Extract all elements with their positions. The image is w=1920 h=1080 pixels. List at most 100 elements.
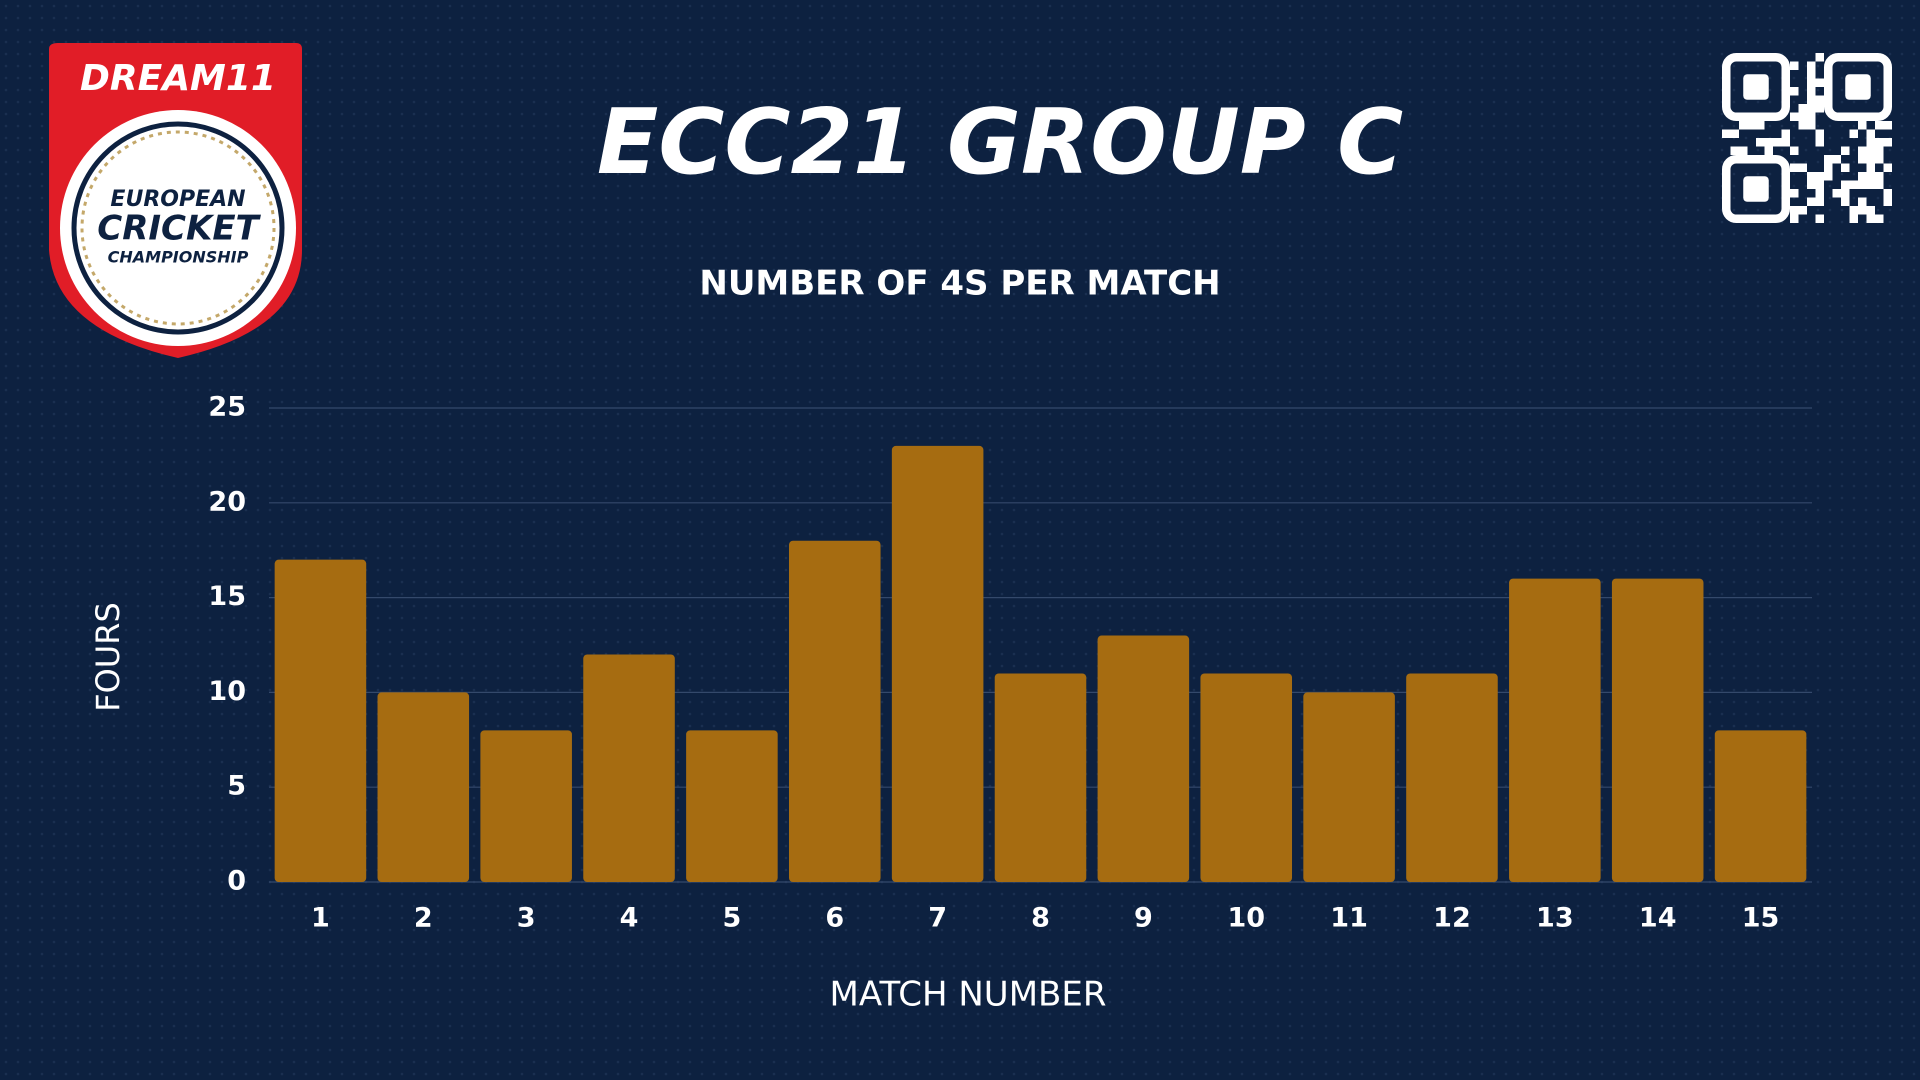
bar xyxy=(891,445,984,882)
qr-cell xyxy=(1739,121,1748,130)
qr-finder xyxy=(1743,176,1769,202)
y-tick-label: 20 xyxy=(208,486,246,517)
qr-cell xyxy=(1841,180,1850,189)
qr-cell xyxy=(1883,138,1892,147)
qr-cell xyxy=(1883,121,1892,130)
x-tick-label: 3 xyxy=(517,903,536,934)
x-tick-label: 13 xyxy=(1536,903,1574,934)
qr-cell xyxy=(1730,129,1739,138)
qr-cell xyxy=(1790,61,1799,70)
x-tick-label: 7 xyxy=(928,903,947,934)
qr-cell xyxy=(1841,189,1850,198)
qr-cell xyxy=(1756,121,1765,130)
qr-cell xyxy=(1883,163,1892,172)
qr-cell xyxy=(1764,138,1773,147)
qr-cell xyxy=(1866,138,1875,147)
qr-cell xyxy=(1790,112,1799,121)
logo-ball xyxy=(60,110,296,346)
qr-cell xyxy=(1807,180,1816,189)
qr-cell xyxy=(1773,138,1782,147)
qr-cell xyxy=(1841,197,1850,206)
qr-cell xyxy=(1866,214,1875,223)
qr-cell xyxy=(1815,78,1824,87)
qr-cell xyxy=(1790,146,1799,155)
qr-cell xyxy=(1756,138,1765,147)
qr-cell xyxy=(1807,121,1816,130)
qr-cell xyxy=(1858,180,1867,189)
x-tick-label: 4 xyxy=(620,903,639,934)
qr-cell xyxy=(1798,104,1807,113)
qr-cell xyxy=(1849,206,1858,215)
qr-cell xyxy=(1858,146,1867,155)
qr-finder xyxy=(1743,74,1769,100)
x-tick-label: 12 xyxy=(1433,903,1471,934)
qr-cell xyxy=(1849,214,1858,223)
qr-cell xyxy=(1798,112,1807,121)
y-tick-label: 0 xyxy=(227,866,246,897)
qr-cell xyxy=(1875,138,1884,147)
qr-cell xyxy=(1764,146,1773,155)
x-tick-label: 11 xyxy=(1330,903,1368,934)
y-axis-label: FOURS xyxy=(89,602,127,712)
bar xyxy=(377,692,470,882)
qr-cell xyxy=(1807,61,1816,70)
qr-cell xyxy=(1858,121,1867,130)
qr-cell xyxy=(1790,189,1799,198)
logo-line: EUROPEAN xyxy=(110,187,245,212)
chart-title: ECC21 GROUP C xyxy=(597,90,1403,195)
qr-finder xyxy=(1845,74,1871,100)
y-tick-label: 15 xyxy=(208,581,246,612)
qr-finder xyxy=(1824,53,1892,121)
qr-cell xyxy=(1790,206,1799,215)
x-tick-label: 14 xyxy=(1639,903,1677,934)
qr-cell xyxy=(1798,206,1807,215)
qr-cell xyxy=(1858,172,1867,181)
qr-cell xyxy=(1815,95,1824,104)
logo-ring xyxy=(71,121,285,335)
bar xyxy=(1611,578,1704,882)
qr-cell xyxy=(1807,78,1816,87)
qr-cell xyxy=(1849,129,1858,138)
qr-cell xyxy=(1798,163,1807,172)
qr-cell xyxy=(1739,146,1748,155)
bar xyxy=(1097,635,1190,882)
qr-cell xyxy=(1841,163,1850,172)
x-tick-label: 9 xyxy=(1134,903,1153,934)
qr-cell xyxy=(1866,163,1875,172)
qr-finder xyxy=(1722,53,1790,121)
qr-cell xyxy=(1815,180,1824,189)
qr-cell xyxy=(1807,104,1816,113)
qr-cell xyxy=(1866,146,1875,155)
bar xyxy=(994,673,1087,882)
qr-cell xyxy=(1875,146,1884,155)
qr-cell xyxy=(1883,189,1892,198)
qr-cell xyxy=(1866,129,1875,138)
qr-cell xyxy=(1866,206,1875,215)
qr-cell xyxy=(1875,155,1884,164)
qr-cell xyxy=(1807,70,1816,79)
x-tick-label: 15 xyxy=(1742,903,1780,934)
qr-cell xyxy=(1866,180,1875,189)
logo-seam xyxy=(80,130,276,326)
qr-finder xyxy=(1722,155,1790,223)
qr-cell xyxy=(1781,129,1790,138)
qr-cell xyxy=(1781,138,1790,147)
qr-cell xyxy=(1730,146,1739,155)
logo-line: CHAMPIONSHIP xyxy=(108,248,249,267)
qr-cell xyxy=(1849,180,1858,189)
chart-subtitle: NUMBER OF 4S PER MATCH xyxy=(699,264,1220,304)
qr-cell xyxy=(1875,214,1884,223)
qr-cell xyxy=(1832,155,1841,164)
bar xyxy=(1509,578,1601,882)
bar xyxy=(686,730,778,882)
qr-cell xyxy=(1832,189,1841,198)
qr-cell xyxy=(1790,214,1799,223)
x-axis-label: MATCH NUMBER xyxy=(830,975,1107,1015)
bar xyxy=(480,730,572,882)
bar xyxy=(788,540,881,882)
x-tick-label: 6 xyxy=(825,903,844,934)
qr-cell xyxy=(1815,189,1824,198)
qr-cell xyxy=(1815,138,1824,147)
qr-cell xyxy=(1866,172,1875,181)
